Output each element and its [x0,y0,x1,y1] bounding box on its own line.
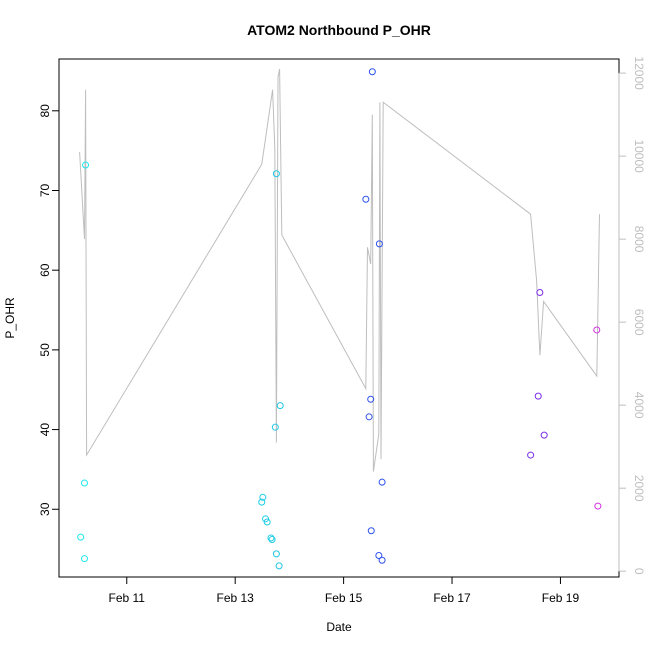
data-point [276,402,284,410]
y-axis-label: P_OHR [3,297,17,339]
data-point [378,478,386,486]
y-axis: 30 40 50 60 70 80 [38,104,59,516]
data-point [368,68,376,76]
y-tick-label: 40 [38,423,52,437]
x-tick-label: Feb 15 [325,591,363,605]
data-point [272,170,280,178]
data-point [80,479,88,487]
x-axis: Feb 11 Feb 13 Feb 15 Feb 17 Feb 19 [109,577,580,605]
y2-tick-label: 0 [632,568,646,575]
chart-title: ATOM2 Northbound P_OHR [247,22,431,38]
data-point [375,551,383,559]
data-point [378,556,386,564]
y2-tick-label: 2000 [632,475,646,502]
line-series-layer [79,68,600,472]
data-point [275,562,283,570]
secondary-y-axis: 0 2000 4000 6000 8000 10000 12000 [618,56,646,575]
data-point [82,161,90,169]
y-tick-label: 30 [38,502,52,516]
data-point [268,536,276,544]
plot-frame [58,58,620,578]
data-point [259,493,267,501]
data-point [536,288,544,296]
y-tick-label: 50 [38,343,52,357]
x-tick-label: Feb 11 [109,591,146,605]
x-tick-label: Feb 13 [217,591,255,605]
y-tick-label: 80 [38,104,52,118]
x-tick-label: Feb 17 [433,591,471,605]
data-point [258,498,266,506]
data-point [267,534,275,542]
data-point [534,392,542,400]
data-point [527,451,535,459]
data-point [271,423,279,431]
y2-tick-label: 8000 [632,226,646,253]
data-point [362,195,370,203]
scatter-points-layer [77,68,602,570]
data-point [365,413,373,421]
data-point [367,527,375,535]
data-point [367,395,375,403]
x-tick-label: Feb 19 [542,591,580,605]
y2-tick-label: 4000 [632,392,646,419]
y2-tick-label: 6000 [632,309,646,336]
data-point [263,518,271,526]
data-point [593,326,601,334]
data-point [540,431,548,439]
y-tick-label: 60 [38,263,52,277]
data-point [272,550,280,558]
data-point [80,555,88,563]
data-point [77,533,85,541]
data-point [375,240,383,248]
line-series [79,68,600,472]
y-tick-label: 70 [38,183,52,197]
data-point [594,502,602,510]
x-axis-label: Date [326,620,352,634]
y2-tick-label: 10000 [632,139,646,173]
y2-tick-label: 12000 [632,56,646,90]
